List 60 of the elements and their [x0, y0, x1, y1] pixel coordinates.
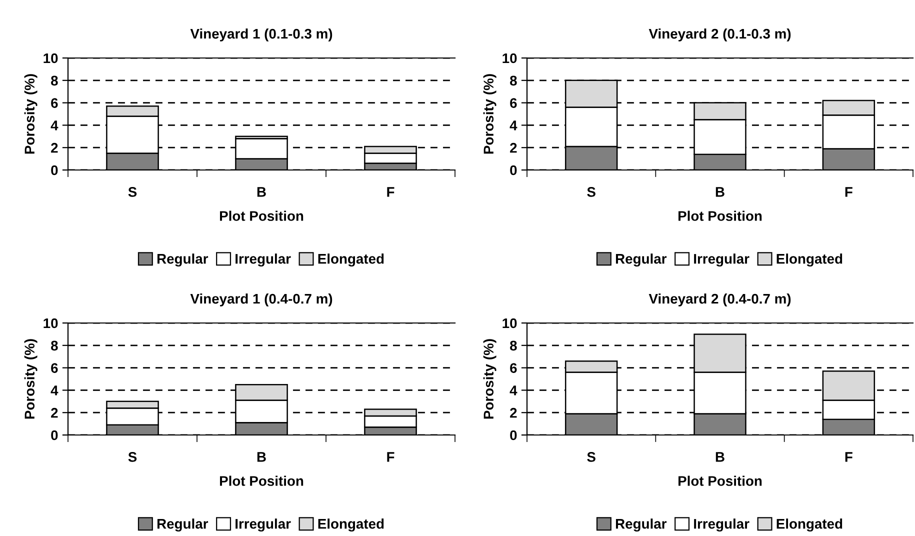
- x-axis-title: Plot Position: [220, 476, 304, 486]
- x-tick-label: B: [716, 452, 724, 462]
- y-tick-label: 8: [510, 76, 517, 86]
- x-tick-label: S: [128, 187, 137, 197]
- legend-label: Irregular: [236, 518, 291, 532]
- x-tick-label: F: [845, 187, 852, 197]
- legend-label: Irregular: [694, 518, 750, 532]
- x-tick-label: B: [257, 452, 266, 462]
- y-tick-label: 4: [510, 386, 518, 396]
- y-tick-label: 6: [510, 98, 517, 108]
- legend-label: Regular: [157, 518, 208, 532]
- y-tick-label: 0: [51, 165, 58, 176]
- y-tick-label: 0: [510, 165, 517, 176]
- x-tick-label: S: [587, 452, 596, 462]
- chart-title: Vineyard 1 (0.1-0.3 m): [190, 28, 332, 42]
- y-tick-label: 4: [50, 120, 58, 130]
- chart-title: Vineyard 2 (0.4-0.7 m): [648, 293, 791, 306]
- y-tick-label: 10: [44, 318, 58, 328]
- chart-title: Vineyard 1 (0.4-0.7 m): [190, 293, 332, 306]
- y-tick-label: 6: [51, 98, 58, 108]
- x-tick-label: S: [128, 452, 137, 462]
- y-axis-title: Porosity (%): [24, 339, 38, 419]
- legend-label: Regular: [157, 254, 208, 267]
- x-tick-label: B: [257, 187, 266, 197]
- legend-label: Regular: [616, 254, 667, 267]
- legend-label: Regular: [616, 518, 667, 532]
- legend-label: Irregular: [236, 254, 291, 267]
- y-tick-label: 2: [51, 408, 58, 418]
- y-tick-label: 10: [502, 318, 517, 328]
- legend-label: Elongated: [318, 254, 384, 267]
- y-tick-label: 6: [51, 363, 58, 373]
- x-axis-title: Plot Position: [678, 476, 762, 486]
- x-tick-label: F: [845, 452, 852, 462]
- y-axis-title: Porosity (%): [483, 339, 496, 419]
- x-axis-title: Plot Position: [220, 210, 304, 221]
- y-tick-label: 4: [50, 386, 58, 396]
- y-tick-label: 4: [510, 120, 518, 130]
- x-tick-label: S: [587, 187, 596, 197]
- x-tick-label: B: [716, 187, 724, 197]
- legend-label: Elongated: [776, 518, 842, 532]
- y-tick-label: 10: [502, 53, 517, 64]
- y-tick-label: 0: [510, 430, 517, 440]
- x-tick-label: F: [387, 187, 394, 197]
- legend-label: Irregular: [694, 254, 750, 267]
- chart-title: Vineyard 2 (0.1-0.3 m): [648, 28, 791, 42]
- legend-label: Elongated: [776, 254, 842, 267]
- y-axis-title: Porosity (%): [483, 74, 496, 154]
- y-tick-label: 0: [51, 430, 58, 440]
- y-tick-label: 8: [50, 76, 58, 86]
- y-tick-label: 2: [510, 408, 517, 418]
- x-tick-label: F: [387, 452, 394, 462]
- x-axis-title: Plot Position: [678, 210, 762, 221]
- y-tick-label: 10: [44, 53, 58, 64]
- legend-label: Elongated: [318, 518, 384, 532]
- y-tick-label: 2: [510, 142, 517, 153]
- y-tick-label: 8: [50, 340, 58, 351]
- y-tick-label: 8: [510, 340, 517, 351]
- y-tick-label: 2: [51, 142, 58, 153]
- y-axis-title: Porosity (%): [24, 74, 38, 154]
- y-tick-label: 6: [510, 363, 517, 373]
